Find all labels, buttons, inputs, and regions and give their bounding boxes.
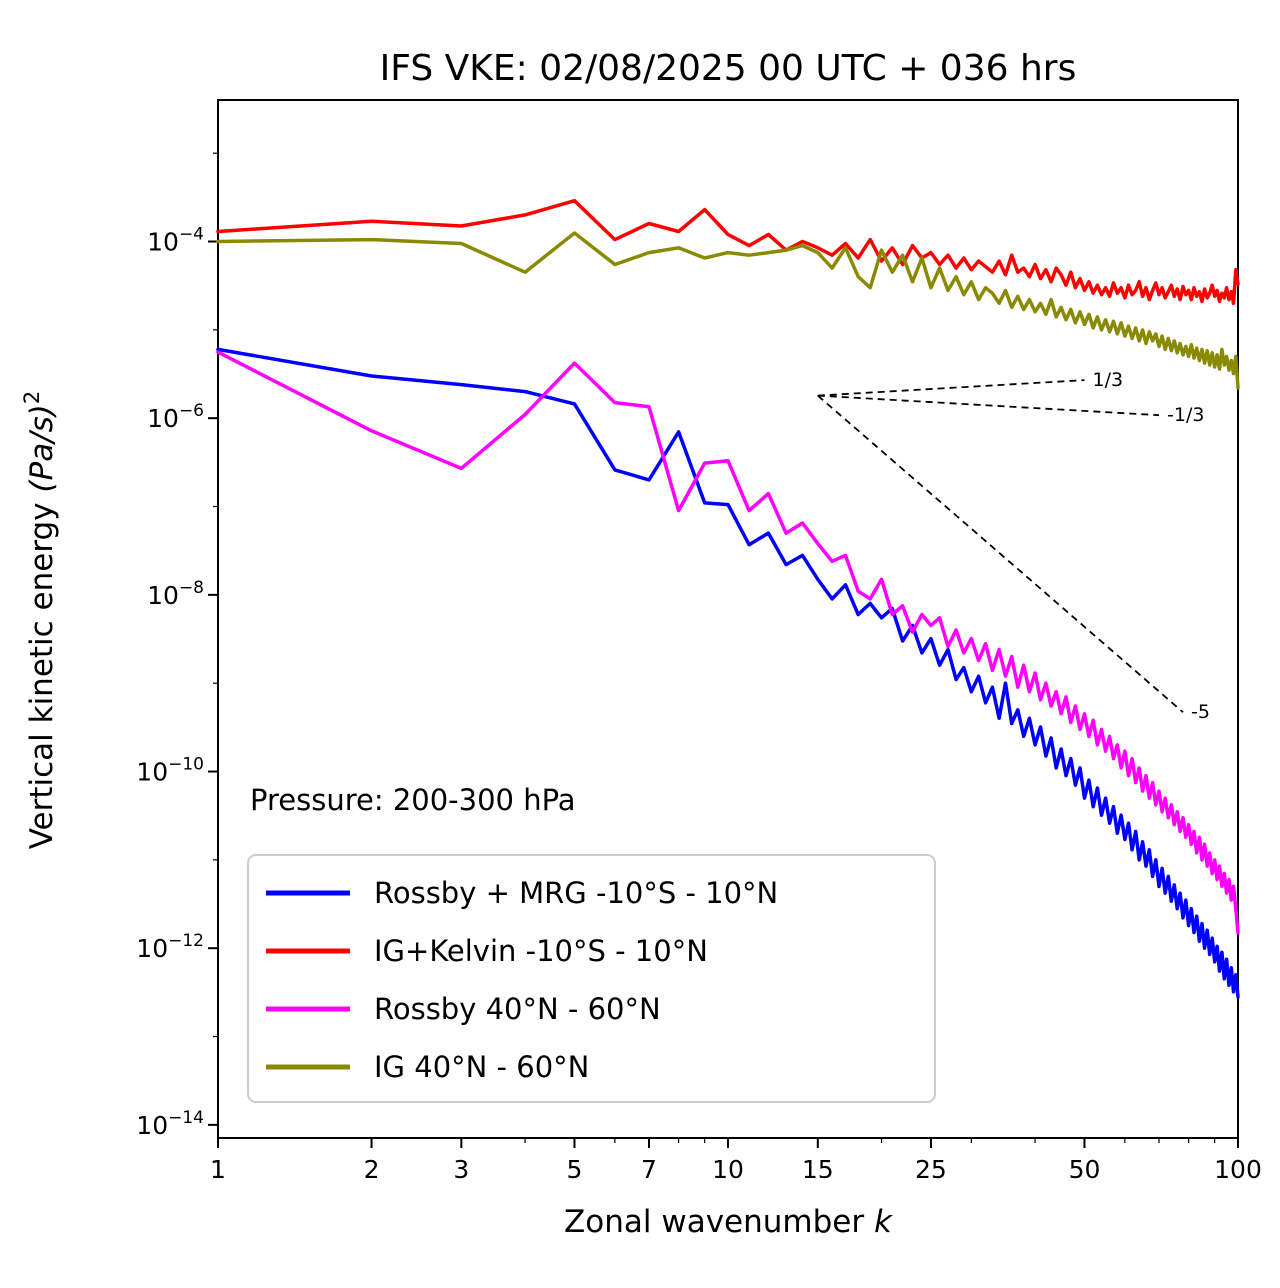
slope-reference-line-2 <box>817 394 1160 417</box>
y-tick-label: 10−4 <box>147 225 204 257</box>
x-tick-label: 3 <box>453 1155 469 1184</box>
slope-reference-line-1 <box>817 379 1085 397</box>
x-tick-label: 10 <box>712 1155 744 1184</box>
slope-label-2: -1/3 <box>1167 404 1204 426</box>
series-line-3 <box>216 350 1240 935</box>
series-line-4 <box>216 231 1240 390</box>
legend-box <box>247 854 936 1103</box>
slope-reference-line-3 <box>817 394 1184 713</box>
legend-label-4: IG 40°N - 60°N <box>374 1050 589 1084</box>
x-tick-label: 7 <box>641 1155 657 1184</box>
x-tick-label: 2 <box>364 1155 380 1184</box>
legend-label-2: IG+Kelvin -10°S - 10°N <box>374 934 708 968</box>
x-axis-label: Zonal wavenumber k <box>564 1204 893 1240</box>
x-tick-label: 25 <box>915 1155 947 1184</box>
x-tick-label: 100 <box>1214 1155 1262 1184</box>
slope-label-1: 1/3 <box>1093 369 1124 391</box>
legend-label-3: Rossby 40°N - 60°N <box>374 992 661 1026</box>
x-tick-label: 50 <box>1069 1155 1101 1184</box>
series-line-1 <box>216 347 1240 999</box>
slope-label-3: -5 <box>1191 701 1210 723</box>
chart-title: IFS VKE: 02/08/2025 00 UTC + 036 hrs <box>380 48 1077 89</box>
x-tick-label: 5 <box>567 1155 583 1184</box>
x-tick-label: 1 <box>210 1155 226 1184</box>
y-tick-label: 10−8 <box>147 578 204 610</box>
pressure-annotation: Pressure: 200-300 hPa <box>250 783 576 817</box>
x-tick-label: 15 <box>802 1155 834 1184</box>
legend: Rossby + MRG -10°S - 10°N IG+Kelvin -10°S… <box>247 854 936 1103</box>
series-line-2 <box>216 198 1240 306</box>
y-axis-label: Vertical kinetic energy (Pa/s)2 <box>20 391 60 850</box>
legend-label-1: Rossby + MRG -10°S - 10°N <box>374 876 778 910</box>
